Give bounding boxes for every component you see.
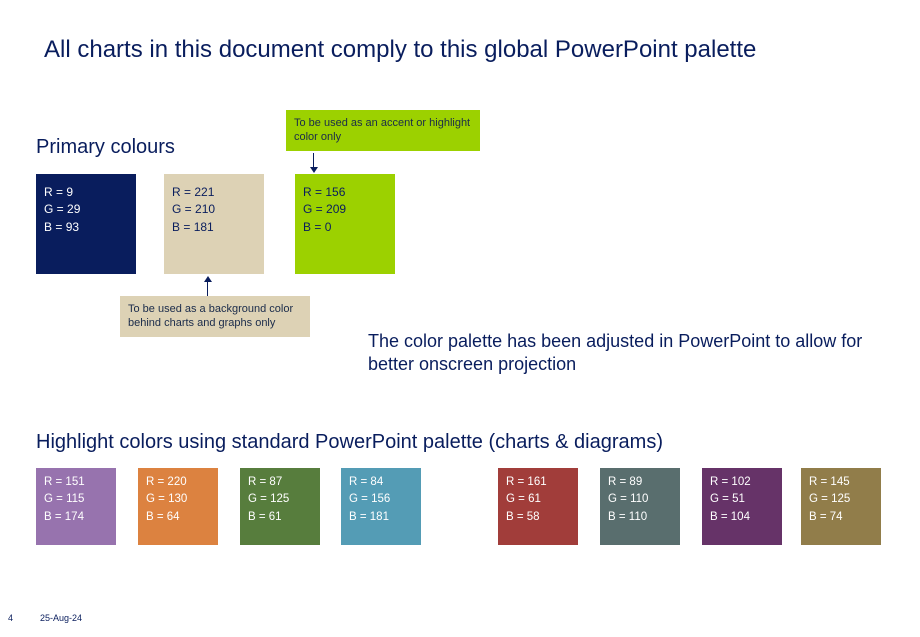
highlight-swatch: R = 151 G = 115 B = 174 [36, 468, 116, 545]
swatch-g: G = 156 [349, 491, 415, 508]
swatch-b: B = 64 [146, 509, 212, 526]
swatch-b: B = 58 [506, 509, 572, 526]
swatch-r: R = 221 [172, 184, 256, 201]
callout-background: To be used as a background color behind … [120, 296, 310, 337]
highlight-heading: Highlight colors using standard PowerPoi… [36, 431, 663, 454]
swatch-b: B = 93 [44, 219, 128, 236]
swatch-g: G = 29 [44, 201, 128, 218]
swatch-g: G = 115 [44, 491, 110, 508]
highlight-swatch: R = 161 G = 61 B = 58 [498, 468, 578, 545]
swatch-g: G = 210 [172, 201, 256, 218]
swatch-r: R = 9 [44, 184, 128, 201]
highlight-swatch: R = 220 G = 130 B = 64 [138, 468, 218, 545]
page-number: 4 [8, 613, 13, 623]
swatch-b: B = 181 [172, 219, 256, 236]
swatch-g: G = 125 [248, 491, 314, 508]
swatch-b: B = 110 [608, 509, 674, 526]
swatch-r: R = 102 [710, 474, 776, 491]
swatch-b: B = 181 [349, 509, 415, 526]
swatch-b: B = 61 [248, 509, 314, 526]
swatch-r: R = 151 [44, 474, 110, 491]
swatch-g: G = 125 [809, 491, 875, 508]
primary-swatch-lime: R = 156 G = 209 B = 0 [295, 174, 395, 274]
swatch-g: G = 51 [710, 491, 776, 508]
swatch-r: R = 84 [349, 474, 415, 491]
swatch-g: G = 130 [146, 491, 212, 508]
swatch-r: R = 161 [506, 474, 572, 491]
swatch-b: B = 74 [809, 509, 875, 526]
callout-accent: To be used as an accent or highlight col… [286, 110, 480, 151]
swatch-r: R = 220 [146, 474, 212, 491]
swatch-r: R = 87 [248, 474, 314, 491]
highlight-swatch: R = 87 G = 125 B = 61 [240, 468, 320, 545]
page-date: 25-Aug-24 [40, 613, 82, 623]
swatch-r: R = 145 [809, 474, 875, 491]
swatch-b: B = 0 [303, 219, 387, 236]
swatch-r: R = 156 [303, 184, 387, 201]
swatch-b: B = 174 [44, 509, 110, 526]
swatch-g: G = 110 [608, 491, 674, 508]
page-title: All charts in this document comply to th… [44, 36, 756, 64]
primary-swatch-navy: R = 9 G = 29 B = 93 [36, 174, 136, 274]
swatch-b: B = 104 [710, 509, 776, 526]
arrow-down-icon [310, 153, 318, 173]
swatch-g: G = 61 [506, 491, 572, 508]
body-note: The color palette has been adjusted in P… [368, 330, 868, 375]
primary-swatch-beige: R = 221 G = 210 B = 181 [164, 174, 264, 274]
arrow-up-icon [204, 276, 212, 296]
swatch-r: R = 89 [608, 474, 674, 491]
highlight-swatch: R = 102 G = 51 B = 104 [702, 468, 782, 545]
swatch-g: G = 209 [303, 201, 387, 218]
highlight-swatch: R = 89 G = 110 B = 110 [600, 468, 680, 545]
primary-colours-heading: Primary colours [36, 136, 175, 159]
highlight-swatch: R = 145 G = 125 B = 74 [801, 468, 881, 545]
highlight-swatch: R = 84 G = 156 B = 181 [341, 468, 421, 545]
